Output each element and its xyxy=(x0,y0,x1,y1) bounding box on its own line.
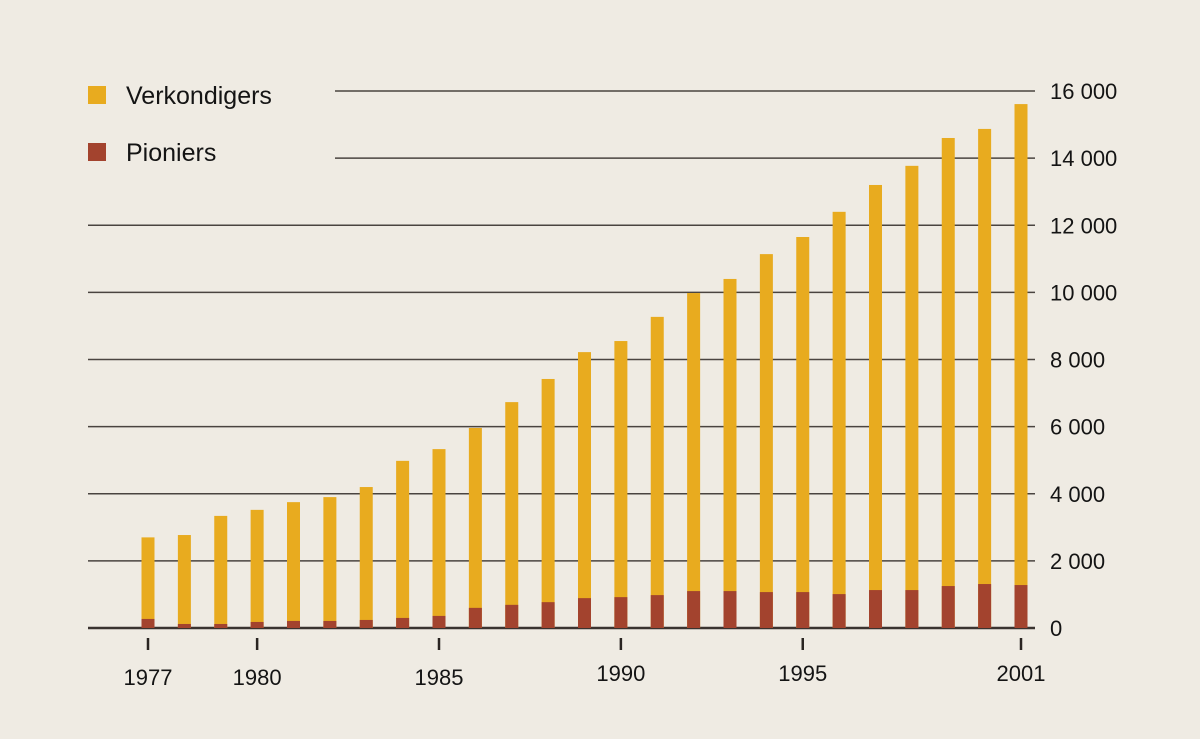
bar-pioniers-1999 xyxy=(941,586,955,628)
legend-swatch-pioniers xyxy=(88,143,106,161)
y-tick-label: 10 000 xyxy=(1050,280,1117,305)
legend-label-verkondigers: Verkondigers xyxy=(126,82,272,110)
y-tick-label: 8 000 xyxy=(1050,348,1105,373)
bar-verkondigers-1979 xyxy=(214,515,228,628)
bar-pioniers-1982 xyxy=(323,620,337,628)
bar-pioniers-1990 xyxy=(614,597,628,628)
bar-verkondigers-1977 xyxy=(141,537,155,628)
x-tick-label: 1990 xyxy=(596,661,645,686)
bar-verkondigers-2001 xyxy=(1014,104,1028,629)
x-tick-label: 1977 xyxy=(124,665,173,690)
bar-verkondigers-1978 xyxy=(177,535,191,628)
y-tick-label: 0 xyxy=(1050,616,1062,641)
bar-verkondigers-1984 xyxy=(396,460,410,628)
bar-pioniers-1980 xyxy=(250,621,264,628)
bar-pioniers-1978 xyxy=(177,623,191,628)
bar-verkondigers-1992 xyxy=(687,293,701,628)
bar-verkondigers-1990 xyxy=(614,341,628,628)
bar-verkondigers-1986 xyxy=(468,427,482,628)
bar-verkondigers-2000 xyxy=(978,128,992,628)
y-tick-label: 14 000 xyxy=(1050,146,1117,171)
bar-pioniers-1993 xyxy=(723,591,737,628)
bar-pioniers-1995 xyxy=(796,592,810,628)
bar-pioniers-1997 xyxy=(869,590,882,628)
legend-swatch-verkondigers xyxy=(88,86,106,104)
y-tick-label: 2 000 xyxy=(1050,549,1105,574)
x-tick-label: 1980 xyxy=(233,665,282,690)
legend: Verkondigers Pioniers xyxy=(88,82,272,167)
bar-pioniers-1996 xyxy=(832,594,846,628)
bar-verkondigers-1997 xyxy=(869,184,882,628)
legend-label-pioniers: Pioniers xyxy=(126,139,216,167)
bar-verkondigers-1989 xyxy=(578,352,591,628)
bar-pioniers-2000 xyxy=(978,584,992,628)
bar-pioniers-1984 xyxy=(396,617,410,628)
x-tick-label: 1995 xyxy=(778,661,827,686)
bar-verkondigers-1985 xyxy=(432,449,446,628)
bar-verkondigers-1996 xyxy=(832,211,846,628)
bar-pioniers-2001 xyxy=(1014,585,1028,628)
bar-verkondigers-1991 xyxy=(650,316,664,628)
bar-pioniers-1989 xyxy=(578,598,591,628)
bar-verkondigers-1980 xyxy=(250,509,264,628)
bar-verkondigers-1993 xyxy=(723,278,737,628)
bar-verkondigers-1999 xyxy=(941,137,955,629)
bar-pioniers-1981 xyxy=(287,620,300,628)
bar-pioniers-1987 xyxy=(505,604,519,628)
y-tick-label: 6 000 xyxy=(1050,415,1105,440)
bar-pioniers-1994 xyxy=(759,592,773,628)
bar-verkondigers-1983 xyxy=(359,487,373,628)
bar-pioniers-1991 xyxy=(650,595,664,628)
bar-verkondigers-1995 xyxy=(796,236,810,628)
bar-verkondigers-1994 xyxy=(759,254,773,628)
bar-pioniers-1986 xyxy=(468,607,482,628)
bar-pioniers-1985 xyxy=(432,615,446,628)
bar-pioniers-1983 xyxy=(359,619,373,628)
bar-pioniers-1977 xyxy=(141,618,155,628)
bar-verkondigers-1982 xyxy=(323,497,337,628)
x-tick-label: 2001 xyxy=(997,661,1046,686)
bar-verkondigers-1987 xyxy=(505,402,519,628)
bar-pioniers-1992 xyxy=(687,591,701,628)
y-tick-label: 12 000 xyxy=(1050,213,1117,238)
bar-verkondigers-1988 xyxy=(541,378,555,628)
bar-verkondigers-1981 xyxy=(287,502,300,628)
bar-pioniers-1988 xyxy=(541,602,555,628)
bar-pioniers-1998 xyxy=(905,590,919,628)
x-tick-label: 1985 xyxy=(415,665,464,690)
bar-pioniers-1979 xyxy=(214,623,228,628)
bar-verkondigers-1998 xyxy=(905,165,919,629)
y-tick-label: 4 000 xyxy=(1050,482,1105,507)
y-tick-label: 16 000 xyxy=(1050,79,1117,104)
